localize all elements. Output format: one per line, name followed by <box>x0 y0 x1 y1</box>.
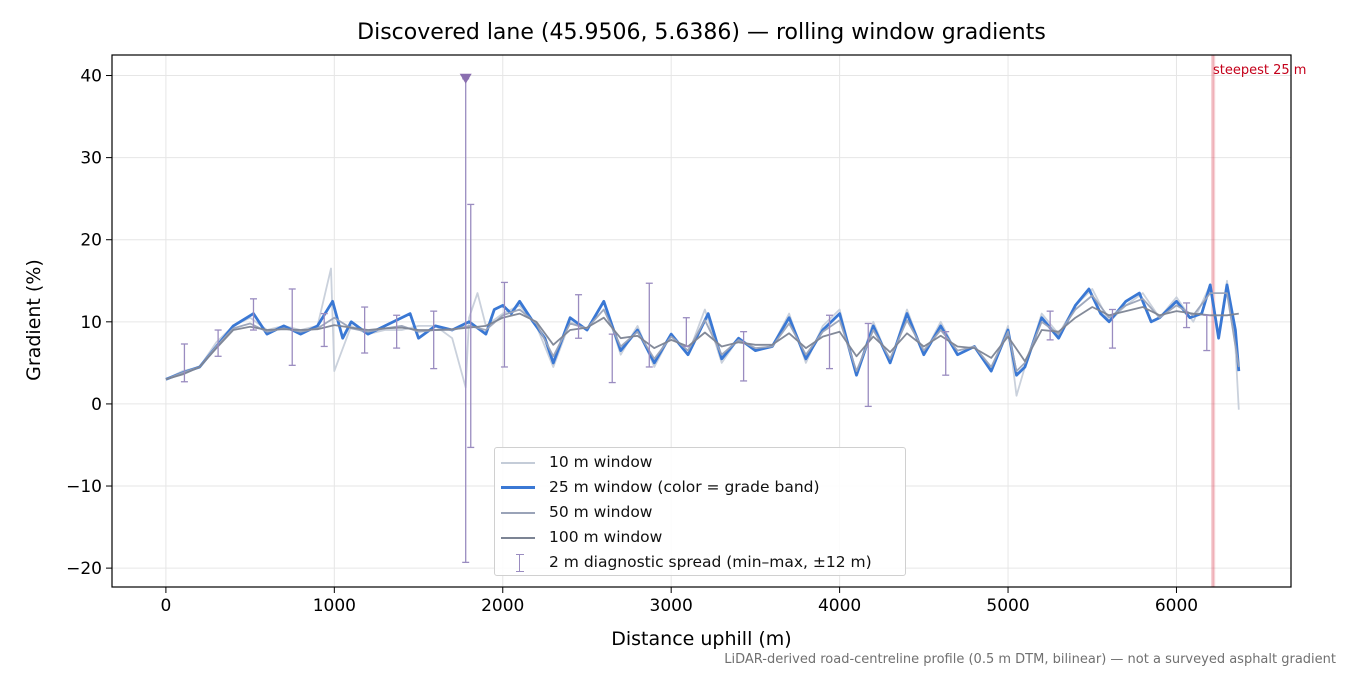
x-axis-label: Distance uphill (m) <box>611 628 792 650</box>
legend-entry-10m: 10 m window <box>495 450 905 475</box>
legend-label-50m: 50 m window <box>549 503 653 521</box>
legend-swatch-10m <box>501 462 535 464</box>
x-tick-label-2: 2000 <box>481 596 524 616</box>
x-tick-label-6: 6000 <box>1155 596 1198 616</box>
legend-error-bar-icon <box>516 554 524 572</box>
series-line-3 <box>165 306 1239 381</box>
legend-entry-100m: 100 m window <box>495 525 905 550</box>
x-tick-label-1: 1000 <box>313 596 356 616</box>
y-tick-label-0: −20 <box>66 559 102 579</box>
legend-label-error-bars: 2 m diagnostic spread (min–max, ±12 m) <box>549 553 872 571</box>
x-tick-label-5: 5000 <box>986 596 1029 616</box>
series-line-1 <box>165 283 1241 381</box>
y-tick-label-3: 10 <box>80 313 102 333</box>
y-tick-label-6: 40 <box>80 67 102 87</box>
y-tick-label-4: 20 <box>80 231 102 251</box>
legend-swatch-100m <box>501 537 535 539</box>
legend-entry-25m: 25 m window (color = grade band) <box>495 475 905 500</box>
legend-swatch-25m <box>501 486 535 489</box>
y-tick-label-5: 30 <box>80 149 102 169</box>
plot-frame <box>111 54 1292 588</box>
legend-label-10m: 10 m window <box>549 453 653 471</box>
legend-label-25m: 25 m window (color = grade band) <box>549 478 820 496</box>
chart-legend: 10 m window 25 m window (color = grade b… <box>494 447 906 576</box>
legend-label-100m: 100 m window <box>549 528 663 546</box>
legend-entry-error-bars: 2 m diagnostic spread (min–max, ±12 m) <box>495 550 905 575</box>
chart-footnote: LiDAR-derived road-centreline profile (0… <box>724 652 1336 667</box>
legend-entry-50m: 50 m window <box>495 500 905 525</box>
x-tick-label-3: 3000 <box>650 596 693 616</box>
x-tick-label-0: 0 <box>160 596 171 616</box>
y-axis-label: Gradient (%) <box>23 259 45 381</box>
clipped-value-marker <box>459 73 472 84</box>
y-tick-label-1: −10 <box>66 477 102 497</box>
legend-swatch-50m <box>501 512 535 514</box>
y-tick-label-2: 0 <box>91 395 102 415</box>
x-tick-label-4: 4000 <box>818 596 861 616</box>
chart-title: Discovered lane (45.9506, 5.6386) — roll… <box>357 20 1046 45</box>
steepest-segment-label: steepest 25 m <box>1213 63 1307 78</box>
